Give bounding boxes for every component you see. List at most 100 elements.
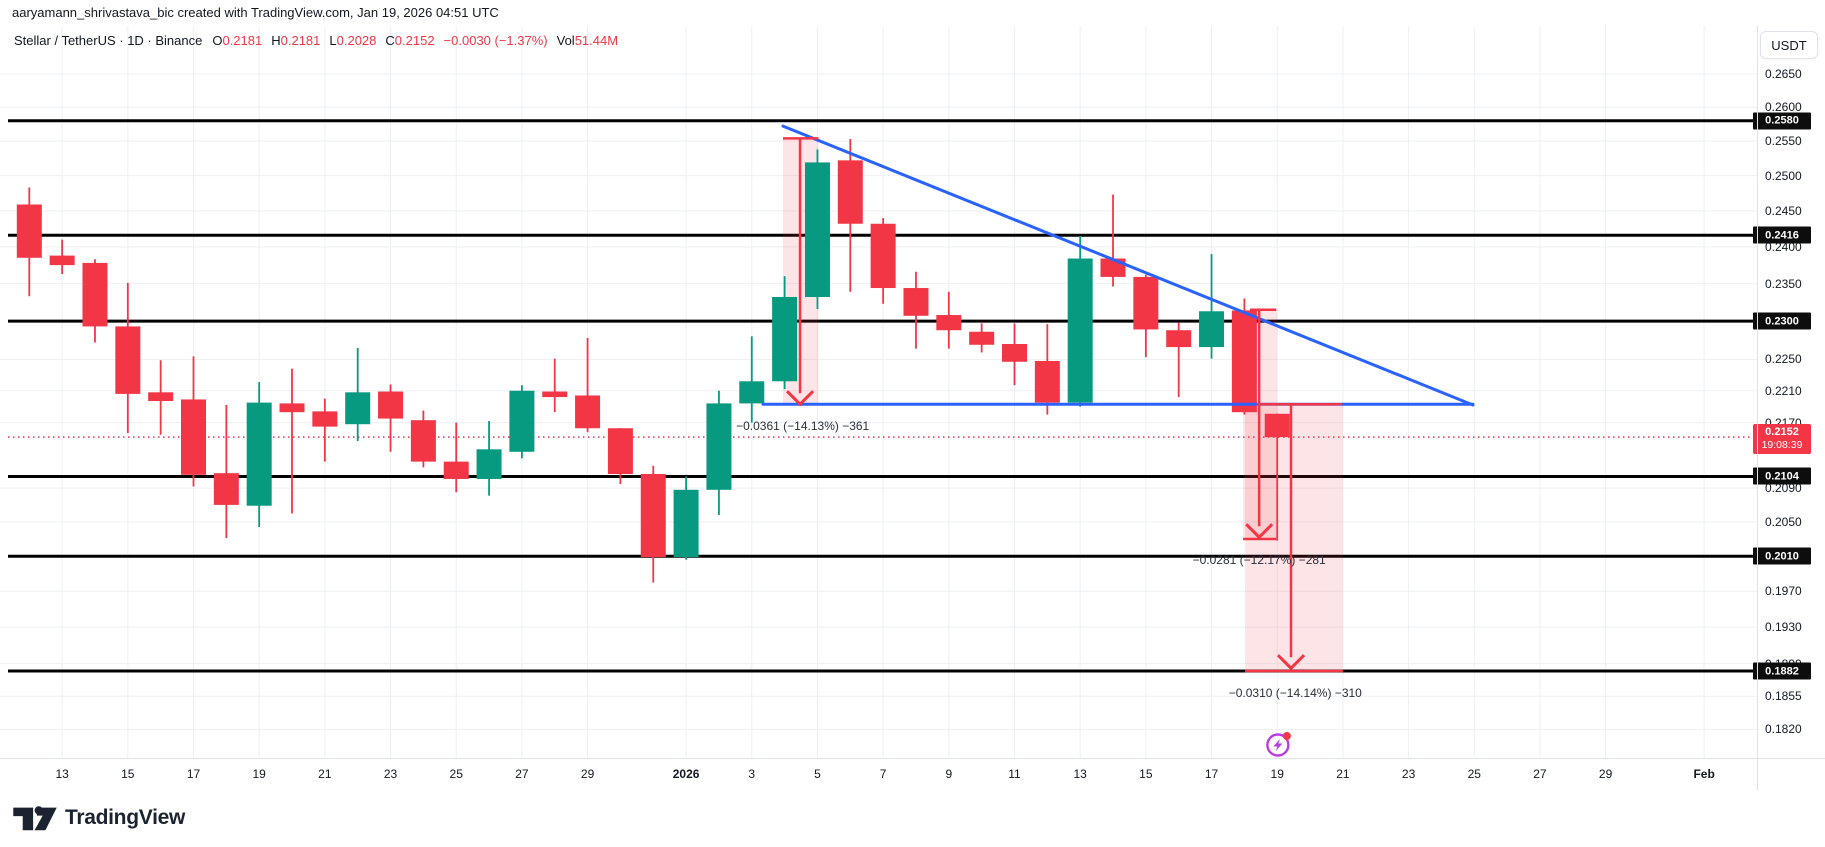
time-label-17: 17 xyxy=(1204,767,1219,781)
candle-dec-23 xyxy=(378,391,404,419)
level-badge-0.2416: 0.2416 xyxy=(1753,226,1811,244)
price-tick: 0.1855 xyxy=(1765,689,1802,704)
candle-jan-1 xyxy=(673,489,699,558)
price-tick: 0.2600 xyxy=(1765,100,1802,115)
candle-jan-10 xyxy=(969,331,995,345)
time-label-27: 27 xyxy=(1533,767,1547,781)
price-axis-border xyxy=(1757,26,1758,790)
candle-dec-17 xyxy=(181,399,206,475)
trendlines xyxy=(761,124,1475,407)
current-price-badge: 0.2152 19:08:39 xyxy=(1753,424,1811,455)
lightning-bolt-icon xyxy=(1273,739,1283,751)
candle-jan-4 xyxy=(772,296,798,382)
candle-jan-16 xyxy=(1166,330,1192,348)
candle-dec-30 xyxy=(607,428,633,474)
symbol-title: Stellar / TetherUS · 1D · Binance xyxy=(14,33,203,48)
time-label-29: 29 xyxy=(1598,767,1613,781)
candle-dec-28 xyxy=(542,391,568,398)
price-axis[interactable]: USDT 0.2650 0.2600 0.2550 0.2500 0.2450 0.240… xyxy=(1753,26,1825,758)
bar-countdown: 19:08:39 xyxy=(1761,439,1803,452)
time-label-21: 21 xyxy=(318,767,332,781)
events-flash-icon[interactable] xyxy=(1266,732,1291,757)
price-tick: 0.1970 xyxy=(1765,584,1802,599)
currency-button[interactable]: USDT xyxy=(1760,31,1818,59)
candle-jan-5 xyxy=(804,162,830,297)
level-badge-0.2580: 0.2580 xyxy=(1753,112,1811,130)
time-label-23: 23 xyxy=(383,767,398,781)
legend-item: Vol51.44M xyxy=(556,33,619,48)
time-label-Feb: Feb xyxy=(1693,767,1715,781)
time-label-23: 23 xyxy=(1401,767,1416,781)
candle-jan-14 xyxy=(1100,258,1126,277)
price-tick: 0.2050 xyxy=(1765,514,1802,529)
tradingview-logo-icon xyxy=(13,806,57,831)
time-label-29: 29 xyxy=(580,767,595,781)
level-badge-0.2104: 0.2104 xyxy=(1753,467,1811,485)
candle-dec-20 xyxy=(279,403,305,413)
price-tick: 0.2550 xyxy=(1765,134,1802,149)
time-label-19: 19 xyxy=(1270,767,1284,781)
candle-jan-13 xyxy=(1067,258,1093,403)
time-label-2026: 2026 xyxy=(672,767,700,781)
candle-jan-7 xyxy=(870,223,896,289)
legend-item: O0.2181 xyxy=(212,33,263,48)
candle-dec-15 xyxy=(115,326,141,394)
candle-dec-31 xyxy=(640,473,666,558)
time-axis[interactable]: 13 15 17 19 21 23 25 27 29 2026 3 5 7 9 11 13 15 17 19 21 23… xyxy=(0,759,1757,790)
time-label-21: 21 xyxy=(1336,767,1350,781)
trendline-descending-resistance[interactable] xyxy=(781,124,1475,407)
candles xyxy=(16,139,1290,583)
tradingview-logo[interactable]: TradingView xyxy=(12,801,185,835)
candle-dec-26 xyxy=(476,449,502,479)
grid xyxy=(0,26,1757,758)
measurement-text-2: −0.0281 (−12.17%) −281 xyxy=(1192,552,1326,567)
legend-item: H0.2181 xyxy=(271,33,321,48)
candle-jan-18 xyxy=(1231,310,1257,413)
measurement-text-1: −0.0361 (−14.13%) −361 xyxy=(736,418,870,433)
time-label-17: 17 xyxy=(186,767,201,781)
candle-dec-27 xyxy=(509,390,535,452)
candle-jan-11 xyxy=(1002,344,1027,362)
notification-dot-icon xyxy=(1282,732,1291,740)
price-tick: 0.2350 xyxy=(1765,276,1802,291)
candle-dec-19 xyxy=(246,402,272,506)
candle-jan-8 xyxy=(903,288,929,316)
horizontal-levels xyxy=(8,119,1757,673)
candle-dec-13 xyxy=(49,255,75,266)
ohlc-values: O0.2181 H0.2181 L0.2028 C0.2152 −0.0030 (−1.… xyxy=(212,33,627,48)
symbol-legend[interactable]: Stellar / TetherUS · 1D · Binance O0.218… xyxy=(14,33,627,48)
time-label-15: 15 xyxy=(1139,767,1153,781)
time-label-9: 9 xyxy=(945,767,953,781)
price-tick: 0.1930 xyxy=(1765,620,1802,635)
time-label-27: 27 xyxy=(515,767,529,781)
time-label-15: 15 xyxy=(121,767,135,781)
level-badge-0.1882: 0.1882 xyxy=(1753,662,1811,680)
projection-2-arrowhead-icon xyxy=(1245,523,1274,540)
time-label-5: 5 xyxy=(814,767,821,781)
current-price: 0.2152 xyxy=(1765,426,1799,439)
measurement-text-3: −0.0310 (−14.14%) −310 xyxy=(1228,686,1362,701)
bottom-strip: TradingView xyxy=(0,790,1825,847)
projection-1-arrowhead-icon xyxy=(785,390,815,407)
candle-jan-15 xyxy=(1133,276,1159,330)
candle-dec-25 xyxy=(443,461,469,479)
legend-item: L0.2028 xyxy=(329,33,377,48)
candle-dec-21 xyxy=(312,411,338,427)
candle-jan-9 xyxy=(936,315,962,331)
legend-item: −0.0030 (−1.37%) xyxy=(443,33,548,48)
time-label-13: 13 xyxy=(55,767,69,781)
time-axis-border xyxy=(0,758,1825,759)
candle-dec-12 xyxy=(16,204,42,258)
time-label-7: 7 xyxy=(879,767,887,781)
price-tick: 0.2500 xyxy=(1765,168,1802,183)
tradingview-logo-text: TradingView xyxy=(65,806,186,829)
price-tick: 0.2450 xyxy=(1765,203,1802,218)
candle-jan-17 xyxy=(1199,311,1225,348)
candle-jan-19 xyxy=(1264,413,1290,438)
price-tick: 0.2250 xyxy=(1765,352,1802,367)
candle-dec-22 xyxy=(345,392,371,425)
candle-dec-24 xyxy=(410,420,436,462)
level-badge-0.2300: 0.2300 xyxy=(1753,312,1811,330)
